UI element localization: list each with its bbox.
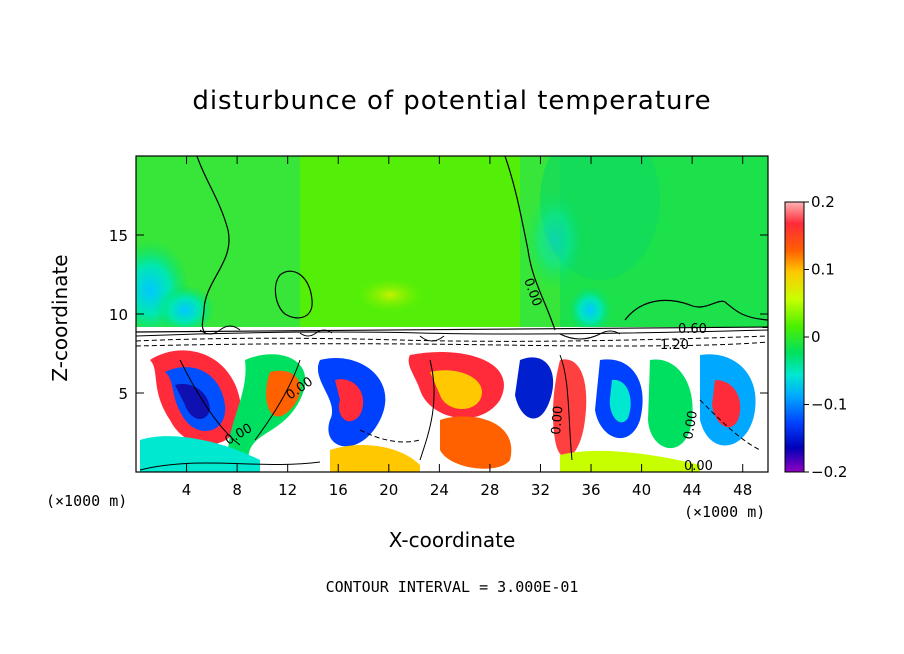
y-axis: 5 10 15 xyxy=(109,227,768,403)
x-tick-label: 32 xyxy=(531,481,550,499)
x-tick-label: 16 xyxy=(329,481,348,499)
field-inversion xyxy=(136,325,768,351)
x-axis-label: X-coordinate xyxy=(388,528,516,552)
colorbar-tick-label: 0.2 xyxy=(811,193,835,211)
contour-interval-note: CONTOUR INTERVAL = 3.000E-01 xyxy=(325,578,579,596)
contour-label: 0.00 xyxy=(549,405,566,435)
x-tick-label: 36 xyxy=(581,481,600,499)
contour-label: 0.00 xyxy=(681,410,701,441)
y-tick-label: 5 xyxy=(118,385,128,403)
chart-title: disturbunce of potential temperature xyxy=(192,86,712,116)
x-tick-label: 48 xyxy=(733,481,752,499)
colorbar-tick-label: 0 xyxy=(811,328,821,346)
x-unit-label-right: (×1000 m) xyxy=(684,503,766,521)
field-lower xyxy=(136,349,768,472)
contour-label: 1.20 xyxy=(660,338,689,353)
colorbar-tick-label: 0.1 xyxy=(811,261,835,279)
y-tick-label: 15 xyxy=(109,227,128,245)
colorbar xyxy=(784,201,805,473)
x-tick-label: 24 xyxy=(430,481,449,499)
x-tick-label: 40 xyxy=(632,481,651,499)
x-unit-label-left: (×1000 m) xyxy=(46,492,128,510)
x-axis: 4 8 12 16 20 24 28 32 36 40 44 48 xyxy=(182,156,752,499)
contour-label: 0.00 xyxy=(684,459,713,474)
x-tick-label: 8 xyxy=(232,481,242,499)
colorbar-tick-label: −0.1 xyxy=(811,396,847,414)
contours-upper xyxy=(196,156,768,335)
x-tick-label: 28 xyxy=(480,481,499,499)
x-tick-label: 20 xyxy=(379,481,398,499)
colorbar-ticks: 0.2 0.1 0 −0.1 −0.2 xyxy=(804,193,847,481)
x-tick-label: 12 xyxy=(278,481,297,499)
x-tick-label: 4 xyxy=(182,481,192,499)
y-tick-label: 10 xyxy=(109,306,128,324)
colorbar-tick-label: −0.2 xyxy=(811,463,847,481)
contour-label: 0.60 xyxy=(678,322,707,337)
x-tick-label: 44 xyxy=(683,481,702,499)
